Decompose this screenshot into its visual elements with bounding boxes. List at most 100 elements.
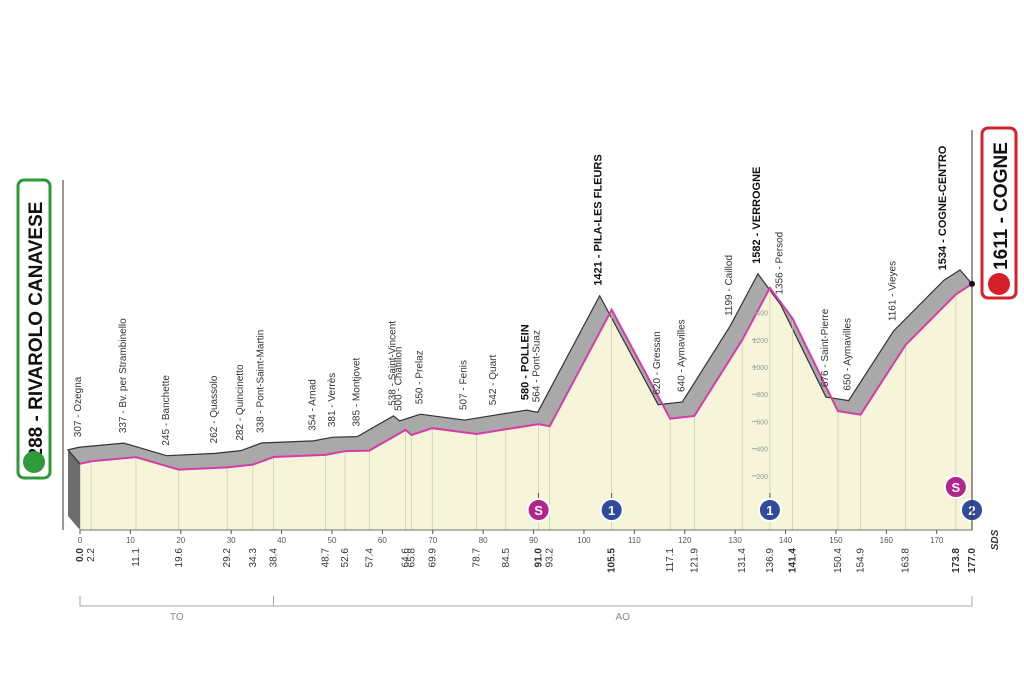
waypoint-label: 538 - Saint-Vincent [388, 321, 399, 406]
waypoint-label: 245 - Banchette [161, 375, 172, 446]
marker [757, 498, 782, 522]
waypoint-label: 550 - Prelaz [414, 350, 425, 404]
y-tick-label: 200 [756, 474, 768, 481]
x-tick-label: 80 [479, 536, 488, 545]
km-label: 121.9 [689, 548, 700, 573]
x-tick-label: 60 [378, 536, 387, 545]
start-icon [23, 451, 45, 473]
waypoint-label: 676 - Saint-Pierre [820, 308, 831, 387]
waypoint-label: 307 - Ozegna [73, 376, 84, 437]
marker-symbol: 1 [766, 503, 773, 518]
km-label: 141.4 [788, 548, 799, 573]
marker [526, 498, 551, 522]
waypoint-label: 580 - POLLEIN [520, 324, 532, 400]
km-label: 136.9 [765, 548, 776, 573]
marker-symbol: 1 [608, 503, 615, 518]
x-tick-label: 40 [277, 536, 286, 545]
x-tick-label: 20 [176, 536, 185, 545]
km-label: 38.4 [269, 548, 280, 568]
waypoint-label: 1534 - COGNE-CENTRO [937, 145, 949, 270]
km-label: 173.8 [951, 548, 962, 573]
km-label: 57.4 [364, 548, 375, 568]
x-tick-label: 10 [126, 536, 135, 545]
km-label: 150.4 [833, 548, 844, 573]
start-box [16, 178, 52, 480]
waypoint-label: 500 - Châtillon [394, 347, 405, 411]
x-tick-label: 160 [880, 536, 894, 545]
finish-box [980, 126, 1018, 300]
km-label: 84.5 [501, 548, 512, 568]
route-line [79, 283, 973, 471]
profile-side [68, 449, 80, 530]
km-label: 11.1 [131, 548, 142, 567]
x-tick-label: 170 [930, 536, 944, 545]
marker [599, 498, 624, 522]
km-label: 29.2 [222, 548, 233, 568]
x-tick-label: 30 [227, 536, 236, 545]
km-label: 69.9 [427, 548, 438, 568]
finish-label: 1611 - COGNE [991, 142, 1012, 270]
finish-icon [988, 273, 1010, 295]
waypoint-label: 564 - Pont-Suaz [532, 330, 543, 402]
x-tick-label: 130 [728, 536, 742, 545]
waypoint-label: 338 - Pont-Saint-Martin [256, 330, 267, 433]
y-tick-label: 1000 [752, 365, 768, 372]
km-label: 131.4 [737, 548, 748, 573]
x-tick-label: 70 [428, 536, 437, 545]
x-tick-label: 150 [829, 536, 843, 545]
km-label: 34.3 [248, 548, 259, 568]
zone-label: TO [170, 612, 184, 623]
x-tick-label: 90 [529, 536, 538, 545]
zone-bracket [273, 596, 973, 607]
waypoint-label: 262 - Quassolo [209, 375, 220, 443]
x-tick-label: 50 [328, 536, 337, 545]
km-label: 154.9 [856, 548, 867, 573]
km-label: 0.0 [75, 548, 86, 562]
km-label: 105.5 [607, 548, 618, 573]
x-tick-label: 100 [577, 536, 591, 545]
waypoint-label: 337 - Bv. per Strambinello [118, 318, 129, 433]
zone-label: AO [616, 612, 631, 623]
waypoint-label: 542 - Quart [488, 354, 499, 405]
x-tick-label: 110 [628, 536, 641, 545]
y-tick-label: 800 [756, 392, 768, 399]
start-label: 288 - RIVAROLO CANAVESE [26, 202, 47, 459]
km-label: 177.0 [967, 548, 978, 573]
waypoint-label: 507 - Fenis [459, 360, 470, 410]
waypoint-label: 1582 - VERROGNE [751, 167, 763, 264]
km-label: 117.1 [665, 548, 676, 573]
zone-bracket [79, 596, 275, 607]
waypoint-label: 1421 - PILA-LES FLEURS [593, 154, 605, 285]
km-label: 48.7 [320, 548, 331, 568]
km-label: 93.2 [545, 548, 556, 568]
y-tick-label: 600 [756, 419, 768, 426]
finish-dot [969, 280, 975, 287]
y-tick-label: 1400 [752, 311, 768, 318]
km-label: 65.8 [407, 548, 418, 568]
waypoint-label: 620 - Gressan [652, 331, 663, 394]
x-tick-label: 120 [678, 536, 692, 545]
waypoint-label: 354 - Arnad [307, 379, 318, 431]
y-tick-label: 1200 [752, 338, 768, 345]
waypoint-label: 381 - Verrès [327, 373, 338, 427]
waypoint-label: 1199 - Caillod [724, 255, 735, 316]
marker [943, 475, 968, 499]
waypoint-label: 650 - Aymavilles [843, 318, 854, 391]
km-label: 64.6 [401, 548, 412, 568]
marker-symbol: S [952, 480, 961, 495]
x-tick-label: 0 [78, 536, 83, 545]
km-label: 19.6 [174, 548, 185, 568]
waypoint-label: 385 - Montjovet [351, 357, 362, 426]
km-label: 91.0 [534, 548, 545, 568]
waypoint-label: 1356 - Persod [775, 232, 786, 295]
waypoint-label: 282 - Quincinetto [235, 364, 246, 441]
marker-symbol: S [534, 503, 543, 518]
brand: SDS [990, 529, 1001, 550]
waypoint-label: 1161 - Vieyes [887, 261, 898, 321]
km-label: 78.7 [472, 548, 483, 568]
waypoint-label: 640 - Aymavilles [676, 319, 687, 392]
km-label: 2.2 [86, 548, 97, 562]
km-label: 52.6 [340, 548, 351, 568]
x-tick-label: 140 [779, 536, 793, 545]
